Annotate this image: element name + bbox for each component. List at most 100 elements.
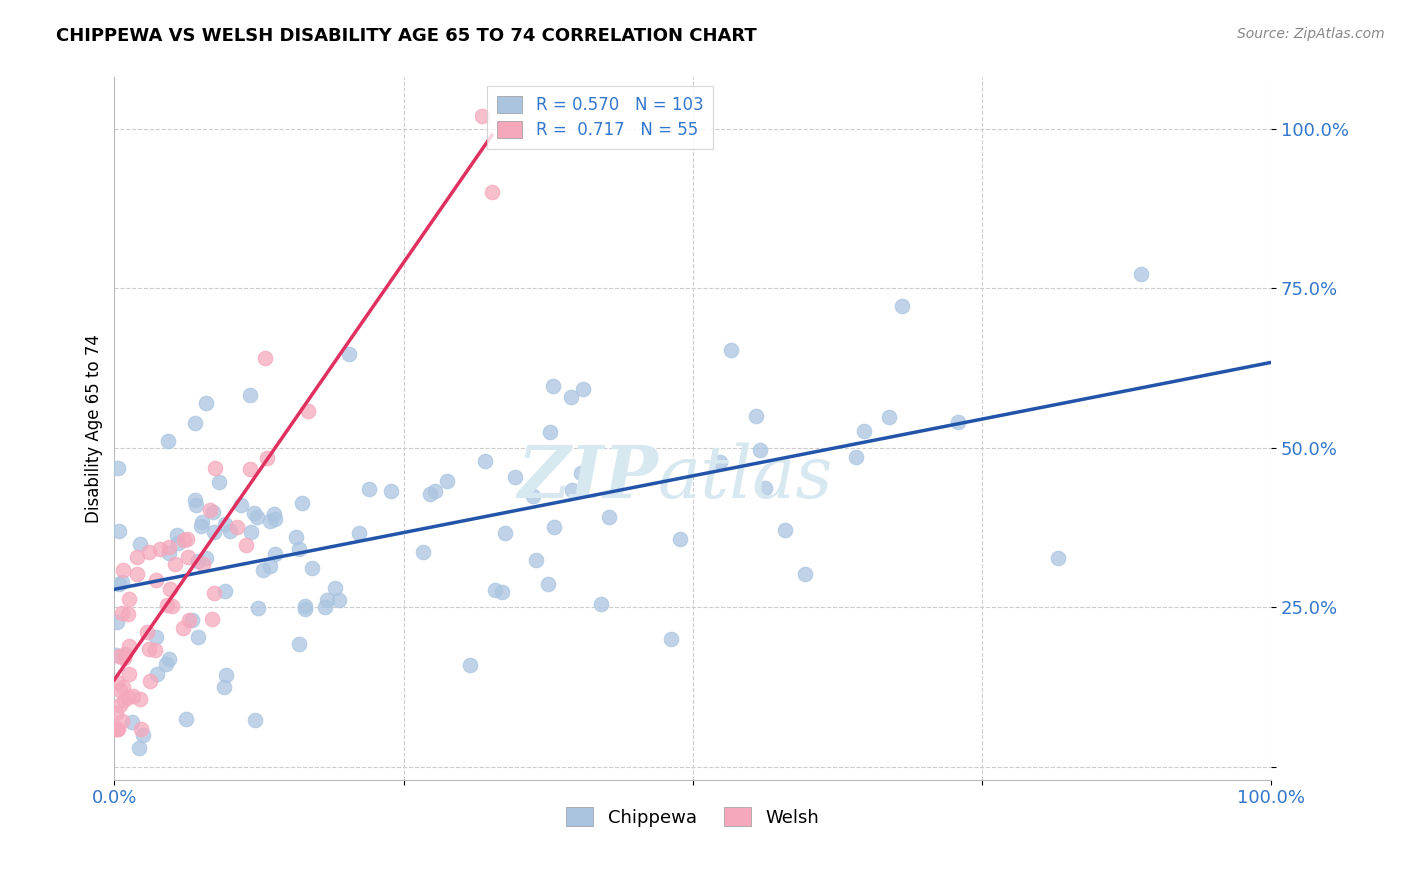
Point (419, 487, 441, 501)
Point (191, 557, 214, 571)
Point (111, 563, 134, 577)
Point (538, 425, 561, 439)
Point (186, 498, 208, 512)
Point (239, 388, 262, 402)
Point (263, 507, 285, 521)
Point (118, 667, 141, 681)
Point (104, 648, 127, 662)
Point (845, 450, 868, 464)
Point (202, 586, 225, 600)
Point (294, 599, 316, 614)
Point (246, 600, 269, 615)
Point (212, 680, 235, 694)
Point (149, 542, 172, 557)
Point (494, 525, 516, 540)
Point (174, 713, 197, 727)
Point (1046, 551, 1069, 566)
Point (287, 636, 309, 650)
Point (143, 642, 166, 657)
Point (323, 581, 346, 595)
Point (107, 461, 129, 475)
Point (669, 532, 692, 546)
Point (166, 527, 188, 541)
Point (112, 651, 135, 665)
Point (256, 450, 278, 465)
Point (484, 583, 506, 598)
Point (481, 185, 503, 199)
Point (204, 460, 226, 475)
Point (165, 557, 187, 571)
Text: Source: ZipAtlas.com: Source: ZipAtlas.com (1237, 27, 1385, 41)
Point (460, 658, 482, 673)
Point (145, 573, 167, 587)
Point (243, 714, 266, 728)
Point (240, 525, 263, 540)
Text: atlas: atlas (658, 442, 834, 513)
Point (412, 545, 434, 559)
Point (118, 591, 141, 606)
Point (491, 585, 513, 599)
Point (187, 631, 209, 645)
Point (128, 537, 150, 551)
Point (225, 520, 247, 534)
Point (572, 382, 595, 396)
Point (214, 516, 236, 531)
Point (254, 351, 277, 366)
Point (145, 630, 167, 644)
Point (284, 530, 307, 544)
Point (138, 642, 160, 657)
Point (107, 648, 129, 663)
Point (745, 409, 768, 423)
Point (187, 554, 209, 568)
Point (1129, 268, 1152, 282)
Point (157, 546, 180, 560)
Point (107, 722, 129, 736)
Point (181, 613, 204, 627)
Point (543, 520, 565, 534)
Point (891, 299, 914, 313)
Point (357, 482, 380, 496)
Point (264, 512, 287, 526)
Point (184, 416, 207, 430)
Point (117, 690, 139, 704)
Point (129, 722, 152, 736)
Point (108, 682, 131, 697)
Point (184, 492, 207, 507)
Point (146, 666, 169, 681)
Point (229, 498, 252, 512)
Point (157, 434, 180, 449)
Point (474, 454, 496, 468)
Y-axis label: Disability Age 65 to 74: Disability Age 65 to 74 (86, 334, 103, 523)
Point (259, 559, 281, 574)
Point (215, 668, 238, 682)
Point (315, 593, 337, 607)
Point (117, 607, 139, 622)
Point (537, 576, 560, 591)
Point (946, 415, 969, 429)
Point (202, 505, 225, 519)
Point (167, 536, 190, 550)
Point (219, 524, 242, 538)
Point (380, 484, 402, 499)
Point (522, 489, 544, 503)
Point (214, 584, 236, 599)
Point (294, 601, 316, 615)
Legend: Chippewa, Welsh: Chippewa, Welsh (560, 800, 827, 834)
Point (297, 404, 319, 418)
Point (288, 541, 311, 556)
Text: ZIP: ZIP (517, 442, 658, 513)
Point (111, 606, 134, 620)
Point (198, 503, 221, 517)
Point (155, 657, 177, 672)
Point (252, 563, 274, 577)
Point (598, 510, 620, 524)
Point (503, 470, 526, 484)
Point (111, 714, 134, 728)
Point (122, 689, 145, 703)
Point (157, 540, 180, 554)
Point (195, 396, 218, 410)
Point (172, 621, 194, 635)
Point (246, 510, 269, 524)
Point (177, 549, 200, 564)
Point (720, 343, 742, 357)
